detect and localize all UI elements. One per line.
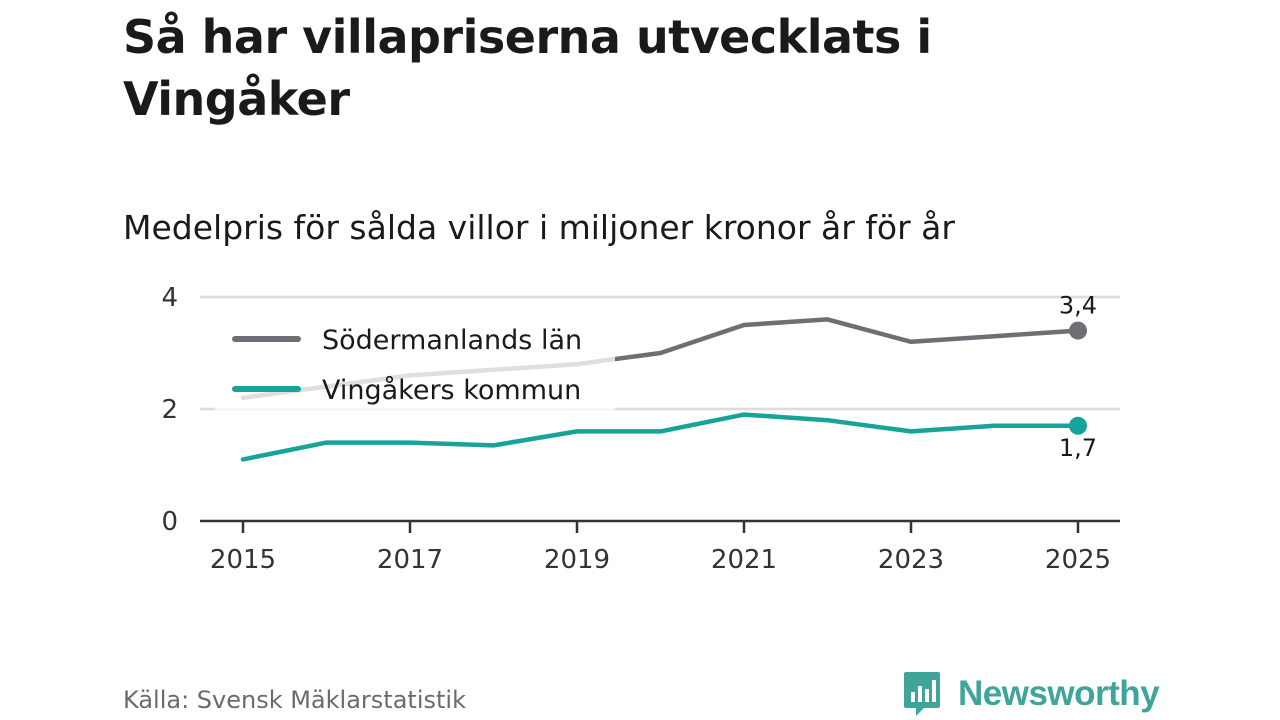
legend-label-1: Vingåkers kommun <box>322 375 581 406</box>
end-label-1: 1,7 <box>1059 434 1097 462</box>
end-label-0: 3,4 <box>1059 292 1097 320</box>
series-line-1 <box>240 412 1081 462</box>
source-note: Källa: Svensk Mäklarstatistik <box>123 686 466 714</box>
y-tick-label-4: 4 <box>161 283 178 313</box>
end-marker-1 <box>1069 416 1087 435</box>
x-tick-label-2015: 2015 <box>210 545 276 575</box>
newsworthy-logo-icon <box>904 672 940 716</box>
x-tick-label-2023: 2023 <box>878 545 944 575</box>
x-tick-label-2017: 2017 <box>377 545 443 575</box>
brand-name: Newsworthy <box>958 674 1160 713</box>
x-axis: 2015 2017 2019 2021 2023 2025 <box>200 519 1120 575</box>
y-tick-label-2: 2 <box>161 395 178 425</box>
end-marker-0 <box>1069 321 1087 340</box>
legend-label-0: Södermanlands län <box>322 325 582 356</box>
legend-background <box>215 314 615 410</box>
x-tick-label-2025: 2025 <box>1045 545 1111 575</box>
chart-title: Så har villapriserna utvecklats i Vingåk… <box>123 10 932 126</box>
legend: Södermanlands län Vingåkers kommun <box>215 314 615 410</box>
x-tick-label-2019: 2019 <box>544 545 610 575</box>
brand[interactable]: Newsworthy <box>902 670 1160 718</box>
end-labels: 3,4 1,7 <box>1059 292 1097 462</box>
y-tick-label-0: 0 <box>161 507 178 537</box>
x-tick-label-2021: 2021 <box>711 545 777 575</box>
chart-subtitle: Medelpris för sålda villor i miljoner kr… <box>123 208 955 247</box>
